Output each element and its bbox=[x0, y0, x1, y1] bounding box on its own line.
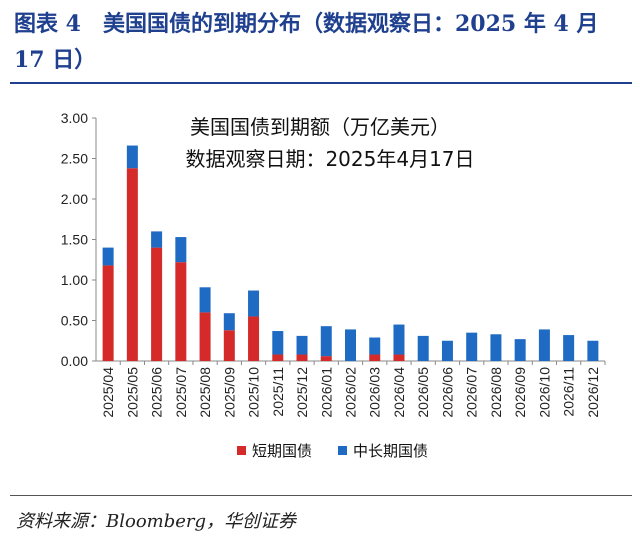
y-tick-label: 3.00 bbox=[61, 110, 88, 126]
bar-long-term bbox=[587, 340, 599, 361]
x-tick-label: 2026/10 bbox=[536, 367, 552, 418]
bar-long-term bbox=[563, 335, 575, 361]
x-tick-label: 2025/08 bbox=[197, 367, 213, 418]
bar-long-term bbox=[490, 334, 502, 361]
bar-short-term bbox=[223, 330, 235, 361]
legend-label-short-term: 短期国债 bbox=[252, 442, 312, 460]
bar-long-term bbox=[514, 339, 526, 361]
x-tick-label: 2025/11 bbox=[270, 367, 286, 417]
x-tick-labels: 2025/04 2025/05 2025/06 2025/07 2025/08 2025/… bbox=[100, 367, 601, 418]
x-tick-label: 2025/05 bbox=[124, 367, 140, 418]
y-tick-label: 1.00 bbox=[61, 272, 88, 288]
bar-long-term bbox=[199, 287, 211, 313]
bar-long-term bbox=[296, 335, 308, 355]
x-tick-label: 2026/05 bbox=[415, 367, 431, 418]
chart-legend: 短期国债 中长期国债 bbox=[237, 442, 428, 460]
bar-long-term bbox=[345, 329, 356, 361]
x-tick-label: 2026/09 bbox=[512, 367, 528, 418]
x-tick-label: 2025/04 bbox=[100, 367, 116, 418]
x-tick-label: 2025/09 bbox=[221, 367, 237, 418]
legend-swatch-long-term bbox=[338, 446, 347, 455]
bar-long-term bbox=[272, 331, 284, 355]
bar-long-term bbox=[417, 335, 429, 361]
bar-long-term bbox=[151, 231, 163, 248]
maturity-bar-chart: 2025/04 2025/05 2025/06 2025/07 2025/08 2025/… bbox=[61, 110, 606, 460]
bar-long-term bbox=[126, 145, 138, 169]
bar-long-term bbox=[466, 332, 478, 361]
legend-label-long-term: 中长期国债 bbox=[353, 442, 428, 460]
legend-swatch-short-term bbox=[237, 446, 246, 455]
source-note: 资料来源：Bloomberg，华创证券 bbox=[16, 511, 297, 532]
bar-long-term bbox=[102, 247, 114, 266]
bar-long-term bbox=[223, 313, 235, 331]
bar-short-term bbox=[369, 354, 381, 361]
bar-short-term bbox=[102, 265, 114, 361]
y-tick-label: 0.50 bbox=[61, 313, 88, 329]
x-tick-label: 2026/06 bbox=[439, 367, 455, 418]
chart-annotation-line-2: 数据观察日期：2025年4月17日 bbox=[185, 147, 474, 171]
bar-short-term bbox=[151, 247, 163, 361]
x-tick-label: 2026/01 bbox=[318, 367, 334, 418]
y-tick-label: 0.00 bbox=[61, 353, 88, 369]
x-tick-label: 2026/11 bbox=[561, 367, 577, 417]
bar-long-term bbox=[248, 290, 260, 317]
bar-short-term bbox=[199, 312, 211, 361]
x-tick-label: 2025/06 bbox=[149, 367, 165, 418]
title-rule bbox=[10, 82, 632, 84]
y-tick-label: 2.50 bbox=[61, 151, 88, 167]
bar-short-term bbox=[175, 262, 187, 361]
x-tick-label: 2025/07 bbox=[173, 367, 189, 418]
chart-annotation-line-1: 美国国债到期额（万亿美元） bbox=[190, 115, 450, 139]
bar-long-term bbox=[393, 324, 405, 355]
x-tick-label: 2026/03 bbox=[367, 367, 383, 418]
bar-short-term bbox=[296, 354, 308, 361]
bar-short-term bbox=[320, 356, 332, 361]
bar-short-term bbox=[393, 354, 405, 361]
x-tick-label: 2026/02 bbox=[343, 367, 359, 418]
bar-short-term bbox=[248, 316, 260, 361]
bar-long-term bbox=[320, 326, 332, 357]
y-tick-label: 1.50 bbox=[61, 232, 88, 248]
bar-long-term bbox=[441, 340, 453, 361]
x-tick-label: 2026/07 bbox=[464, 367, 480, 418]
x-tick-label: 2026/04 bbox=[391, 367, 407, 418]
x-tick-label: 2025/10 bbox=[246, 367, 262, 418]
source-rule bbox=[10, 495, 632, 496]
bar-long-term bbox=[369, 337, 381, 355]
figure-title: 图表 4 美国国债的到期分布（数据观察日：2025 年 4 月 17 日） bbox=[14, 11, 599, 73]
chart-bars bbox=[102, 145, 599, 361]
bar-long-term bbox=[175, 237, 187, 263]
bar-long-term bbox=[538, 329, 550, 361]
x-tick-label: 2026/08 bbox=[488, 367, 504, 418]
x-tick-label: 2026/12 bbox=[585, 367, 601, 418]
y-tick-label: 2.00 bbox=[61, 191, 88, 207]
x-tick-label: 2025/12 bbox=[294, 367, 310, 418]
y-tick-labels: 0.00 0.50 1.00 1.50 2.00 2.50 3.00 bbox=[61, 110, 88, 369]
bar-short-term bbox=[126, 168, 138, 361]
bar-short-term bbox=[272, 354, 284, 361]
